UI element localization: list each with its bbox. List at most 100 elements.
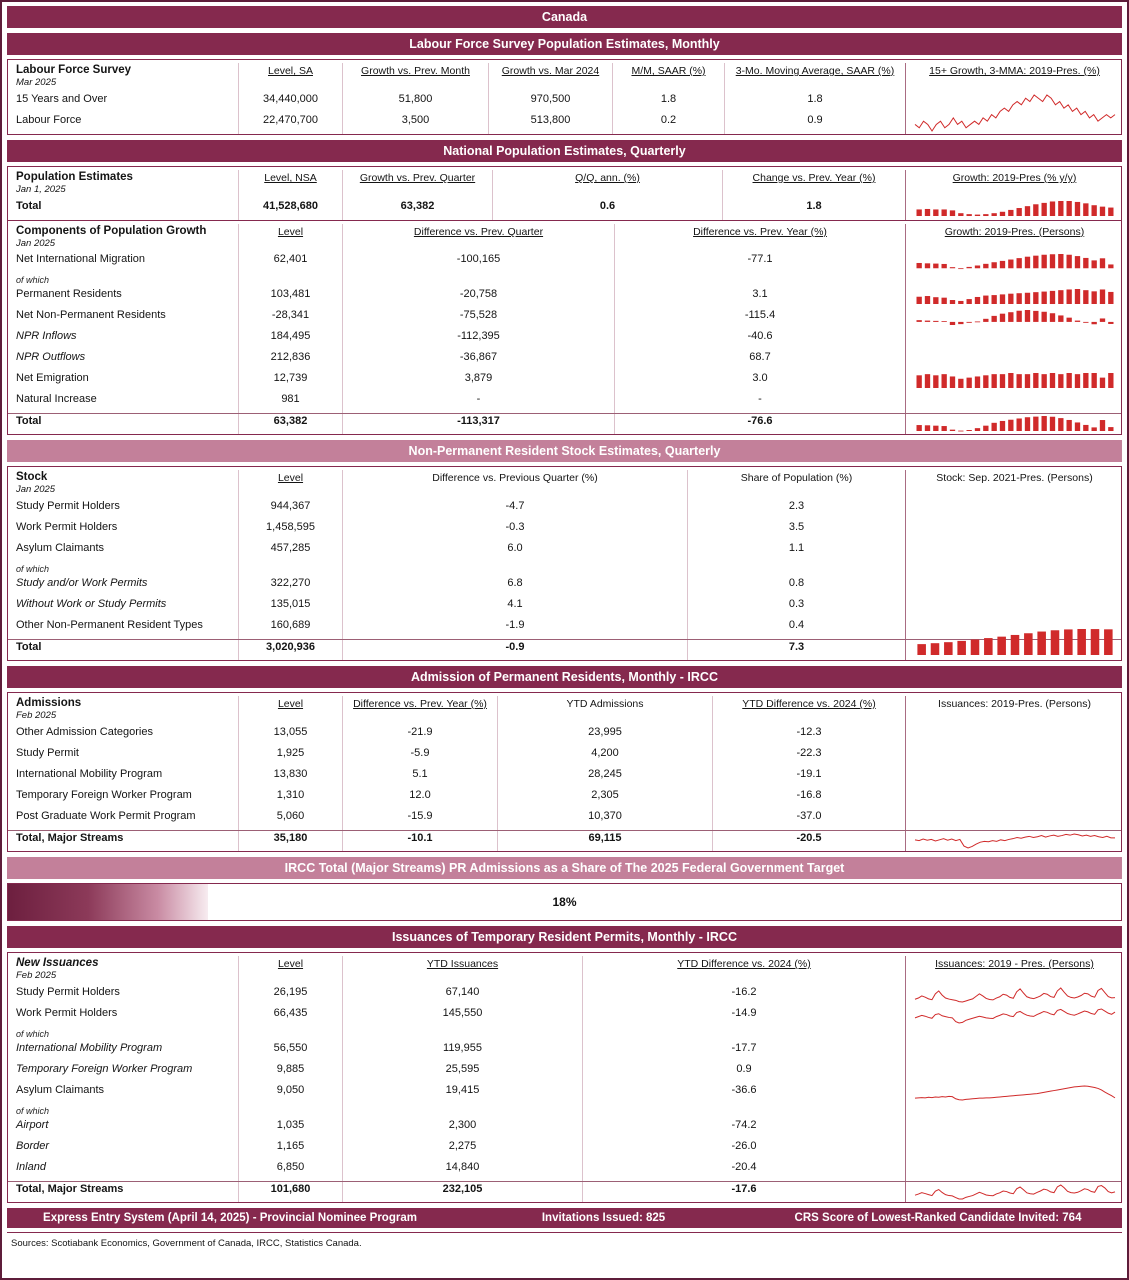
row-label: Asylum Claimants bbox=[16, 1084, 105, 1096]
group-date: Jan 2025 bbox=[16, 238, 56, 249]
section-title-issuances: Issuances of Temporary Resident Permits,… bbox=[7, 926, 1122, 948]
table-header-row: Population Estimates Jan 1, 2025 Level, … bbox=[8, 167, 1121, 199]
table-row: Airport 1,035 2,300 -74.2 bbox=[8, 1118, 1121, 1139]
cell-empty bbox=[905, 350, 1123, 371]
chart-cell bbox=[905, 831, 1123, 851]
row-label: Permanent Residents bbox=[16, 288, 122, 300]
table-row-total: Total, Major Streams 101,680 232,105 -17… bbox=[8, 1181, 1121, 1202]
cell-empty bbox=[905, 562, 1123, 576]
cell-empty bbox=[905, 597, 1123, 618]
row-label: Airport bbox=[16, 1119, 49, 1131]
cell-value: -16.2 bbox=[582, 985, 905, 1006]
column-header: 3-Mo. Moving Average, SAAR (%) bbox=[724, 63, 905, 92]
table-admissions: Admissions Feb 2025 Level Difference vs.… bbox=[7, 692, 1122, 852]
cell-value: 1,925 bbox=[238, 746, 342, 767]
cell-empty bbox=[905, 329, 1123, 350]
cell-value: 67,140 bbox=[342, 985, 582, 1006]
table-header-row: New Issuances Feb 2025 Level YTD Issuanc… bbox=[8, 953, 1121, 985]
table-row: Without Work or Study Permits 135,015 4.… bbox=[8, 597, 1121, 618]
lfs-growth-sparkline bbox=[914, 94, 1115, 132]
cell-value: -12.3 bbox=[712, 725, 905, 746]
cell-value: 2.3 bbox=[687, 499, 905, 520]
cell-value: -14.9 bbox=[582, 1006, 905, 1027]
cell-value: -75,528 bbox=[342, 308, 614, 329]
table-lfs: Labour Force Survey Mar 2025 Level, SA G… bbox=[7, 59, 1122, 135]
chart-cell bbox=[905, 1006, 1123, 1027]
cell-empty bbox=[905, 788, 1123, 809]
cell-value: -112,395 bbox=[342, 329, 614, 350]
cell-value: 19,415 bbox=[342, 1083, 582, 1104]
cell-empty bbox=[905, 520, 1123, 541]
cell-value: -20,758 bbox=[342, 287, 614, 308]
cell-value: 6.8 bbox=[342, 576, 687, 597]
cell-value: 69,115 bbox=[497, 831, 712, 851]
group-header: Population Estimates Jan 1, 2025 bbox=[8, 170, 238, 199]
chart-cell bbox=[905, 308, 1123, 329]
table-header-row: Components of Population Growth Jan 2025… bbox=[8, 220, 1121, 252]
group-date: Feb 2025 bbox=[16, 970, 57, 981]
column-header: Level, SA bbox=[238, 63, 342, 92]
cell-value: 5,060 bbox=[238, 809, 342, 830]
chart-column-header: Issuances: 2019 - Pres. (Persons) bbox=[905, 956, 1123, 985]
cell-value: -19.1 bbox=[712, 767, 905, 788]
cell-value: 3,020,936 bbox=[238, 640, 342, 660]
row-label: Total bbox=[16, 200, 42, 212]
cell-value: 2,305 bbox=[497, 788, 712, 809]
cell-value: 7.3 bbox=[687, 640, 905, 660]
cell-value: 0.2 bbox=[612, 113, 724, 134]
cell-value: 1.8 bbox=[722, 199, 905, 220]
net-npr-bar-chart bbox=[915, 310, 1115, 325]
row-label: Without Work or Study Permits bbox=[16, 598, 167, 610]
cell-value: 4.1 bbox=[342, 597, 687, 618]
table-row: Net Non-Permanent Residents -28,341 -75,… bbox=[8, 308, 1121, 329]
cell-empty bbox=[905, 1104, 1123, 1118]
chart-cell bbox=[905, 629, 1123, 660]
row-label: International Mobility Program bbox=[16, 1042, 163, 1054]
of-which-note: of which bbox=[16, 1029, 50, 1039]
cell-value: 9,885 bbox=[238, 1062, 342, 1083]
cell-value: 26,195 bbox=[238, 985, 342, 1006]
cell-value: 1,458,595 bbox=[238, 520, 342, 541]
cell-value: 14,840 bbox=[342, 1160, 582, 1181]
group-header: Admissions Feb 2025 bbox=[8, 696, 238, 725]
cell-value: -37.0 bbox=[712, 809, 905, 830]
column-header: YTD Issuances bbox=[342, 956, 582, 985]
cell-empty bbox=[905, 1062, 1123, 1083]
chart-cell bbox=[905, 199, 1123, 220]
cell-value: -76.6 bbox=[614, 414, 905, 434]
table-row-total: Total 41,528,680 63,382 0.6 1.8 bbox=[8, 199, 1121, 220]
column-header: Q/Q, ann. (%) bbox=[492, 170, 722, 199]
column-header: Difference vs. Prev. Quarter bbox=[342, 224, 614, 252]
cell-value: -115.4 bbox=[614, 308, 905, 329]
cell-value: 12,739 bbox=[238, 371, 342, 392]
row-label: International Mobility Program bbox=[16, 768, 163, 780]
cell-value: 22,470,700 bbox=[238, 113, 342, 134]
cell-value: 66,435 bbox=[238, 1006, 342, 1027]
table-row: Other Admission Categories 13,055 -21.9 … bbox=[8, 725, 1121, 746]
table-issuances: New Issuances Feb 2025 Level YTD Issuanc… bbox=[7, 952, 1122, 1203]
cell-value: 0.3 bbox=[687, 597, 905, 618]
cell-value: -17.6 bbox=[582, 1182, 905, 1202]
cell-empty bbox=[905, 746, 1123, 767]
of-which-note: of which bbox=[16, 275, 50, 285]
group-date: Jan 2025 bbox=[16, 484, 56, 495]
cell-value: -17.7 bbox=[582, 1041, 905, 1062]
table-row: International Mobility Program 56,550 11… bbox=[8, 1041, 1121, 1062]
chart-cell bbox=[905, 1182, 1123, 1202]
cell-empty bbox=[238, 273, 342, 287]
cell-empty bbox=[905, 809, 1123, 830]
row-label: Temporary Foreign Worker Program bbox=[16, 1063, 193, 1075]
chart-column-header: Stock: Sep. 2021-Pres. (Persons) bbox=[905, 470, 1123, 499]
cell-value: 3.5 bbox=[687, 520, 905, 541]
cell-empty bbox=[905, 541, 1123, 562]
express-entry-bar: Express Entry System (April 14, 2025) - … bbox=[7, 1208, 1122, 1228]
chart-cell bbox=[905, 414, 1123, 434]
table-row: Net International Migration 62,401 -100,… bbox=[8, 252, 1121, 273]
cell-empty bbox=[905, 273, 1123, 287]
table-row: Inland 6,850 14,840 -20.4 bbox=[8, 1160, 1121, 1181]
cell-value: -5.9 bbox=[342, 746, 497, 767]
column-header: Difference vs. Prev. Year (%) bbox=[614, 224, 905, 252]
table-row: Post Graduate Work Permit Program 5,060 … bbox=[8, 809, 1121, 830]
permanent-residents-bar-chart bbox=[915, 289, 1115, 305]
